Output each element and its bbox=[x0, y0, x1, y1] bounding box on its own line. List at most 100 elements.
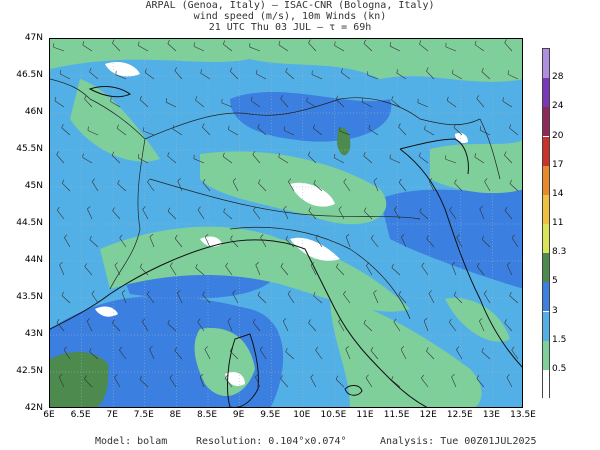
wind-zone-dark-green-lake bbox=[337, 127, 351, 156]
wind-barb-feather bbox=[396, 69, 399, 74]
wind-barb-feather bbox=[202, 123, 205, 128]
wind-barb bbox=[315, 349, 323, 360]
wind-barb bbox=[283, 208, 289, 220]
wind-barb bbox=[373, 180, 379, 192]
wind-barb bbox=[225, 265, 233, 276]
wind-barb-feather bbox=[308, 39, 311, 44]
lon-label: 6E bbox=[43, 410, 55, 420]
wind-barb-feather bbox=[484, 178, 488, 182]
lon-label: 10E bbox=[293, 410, 311, 420]
wind-barb bbox=[398, 294, 407, 304]
wind-barb bbox=[509, 295, 519, 304]
wind-barb bbox=[138, 157, 149, 164]
wind-barb-feather bbox=[167, 39, 170, 44]
wind-barb bbox=[308, 42, 317, 52]
wind-barb-feather bbox=[451, 374, 455, 378]
wind-barb-feather bbox=[419, 207, 422, 212]
wind-barb bbox=[428, 293, 435, 304]
wind-barb-feather bbox=[91, 178, 95, 182]
wind-barb-feather bbox=[119, 234, 123, 239]
wind-barb bbox=[421, 378, 429, 388]
wind-barb bbox=[479, 320, 485, 332]
wind-barb-feather bbox=[373, 178, 378, 182]
lat-label: 46N bbox=[24, 107, 43, 117]
colorbar-segment bbox=[543, 282, 549, 312]
wind-zone-strong-alps bbox=[230, 91, 392, 142]
wind-barb-feather bbox=[308, 319, 311, 324]
wind-barb bbox=[257, 295, 267, 304]
wind-barb-feather bbox=[230, 235, 233, 240]
wind-barb-feather bbox=[428, 290, 432, 294]
wind-barb bbox=[504, 322, 513, 332]
wind-barb-feather bbox=[421, 374, 424, 379]
wind-barb bbox=[177, 180, 183, 192]
wind-barb bbox=[426, 70, 435, 80]
wind-barb-feather bbox=[139, 263, 143, 268]
wind-barb bbox=[310, 265, 317, 276]
wind-barb bbox=[54, 100, 65, 108]
wind-barb bbox=[121, 292, 127, 304]
wind-barb-feather bbox=[398, 123, 401, 128]
wind-barb bbox=[334, 45, 345, 52]
wind-barb bbox=[511, 349, 519, 360]
colorbar-label: 14 bbox=[552, 188, 564, 199]
wind-barb bbox=[506, 264, 513, 276]
wind-barb bbox=[451, 264, 457, 276]
wind-barb bbox=[221, 102, 233, 108]
wind-barb bbox=[288, 181, 295, 192]
wind-barb-feather bbox=[456, 346, 460, 350]
wind-barb bbox=[167, 43, 177, 52]
wind-barb bbox=[195, 267, 205, 276]
wind-barb bbox=[426, 238, 435, 248]
lat-label: 43N bbox=[24, 329, 43, 339]
wind-barb bbox=[202, 182, 211, 192]
borders bbox=[50, 78, 501, 320]
wind-barb bbox=[259, 349, 267, 360]
wind-barb-feather bbox=[398, 178, 402, 183]
wind-barb-feather bbox=[56, 319, 60, 323]
wind-barb-feather bbox=[336, 263, 339, 268]
wind-barb-feather bbox=[338, 318, 342, 322]
wind-barb bbox=[142, 321, 149, 332]
lon-label: 13.5E bbox=[510, 410, 536, 420]
wind-barb bbox=[363, 323, 373, 332]
wind-barb-feather bbox=[257, 291, 261, 296]
wind-barb bbox=[86, 321, 93, 332]
wind-barb bbox=[335, 99, 345, 108]
wind-barb bbox=[446, 100, 457, 108]
wind-barb bbox=[398, 126, 407, 136]
wind-barb-feather bbox=[84, 263, 88, 267]
lat-label: 46.5N bbox=[16, 70, 43, 80]
wind-barb-feather bbox=[335, 95, 339, 100]
wind-barb-feather bbox=[421, 262, 425, 267]
wind-barb bbox=[401, 236, 407, 248]
wind-barb bbox=[193, 46, 205, 52]
wind-barb-feather bbox=[278, 153, 280, 158]
wind-barb bbox=[479, 208, 485, 220]
wind-barb bbox=[58, 376, 65, 388]
wind-barb-feather bbox=[89, 68, 92, 73]
border-west bbox=[50, 78, 91, 100]
wind-barb-feather bbox=[479, 206, 483, 210]
wind-barb bbox=[476, 378, 485, 388]
wind-barb bbox=[502, 100, 513, 108]
wind-barb-feather bbox=[259, 346, 263, 350]
wind-barb bbox=[453, 127, 463, 136]
wind-barb bbox=[391, 267, 401, 276]
wind-barb-feather bbox=[418, 152, 421, 157]
wind-barb-feather bbox=[223, 40, 225, 45]
wind-barb-feather bbox=[252, 318, 256, 323]
wind-barb-feather bbox=[222, 152, 225, 157]
footer-model: Model: bolam bbox=[95, 436, 168, 447]
wind-barb bbox=[373, 292, 379, 304]
wind-barb-feather bbox=[476, 95, 480, 99]
wind-barb bbox=[504, 154, 513, 164]
wind-barb-feather bbox=[476, 375, 480, 379]
wind-barb bbox=[287, 293, 295, 304]
colorbar-segment bbox=[543, 194, 549, 224]
wind-barb-feather bbox=[144, 68, 147, 73]
wind-zone-weak-north bbox=[50, 39, 522, 82]
colorbar-segment bbox=[543, 224, 549, 254]
wind-barb bbox=[223, 43, 233, 52]
wind-zone-weak-apennines bbox=[100, 226, 410, 312]
